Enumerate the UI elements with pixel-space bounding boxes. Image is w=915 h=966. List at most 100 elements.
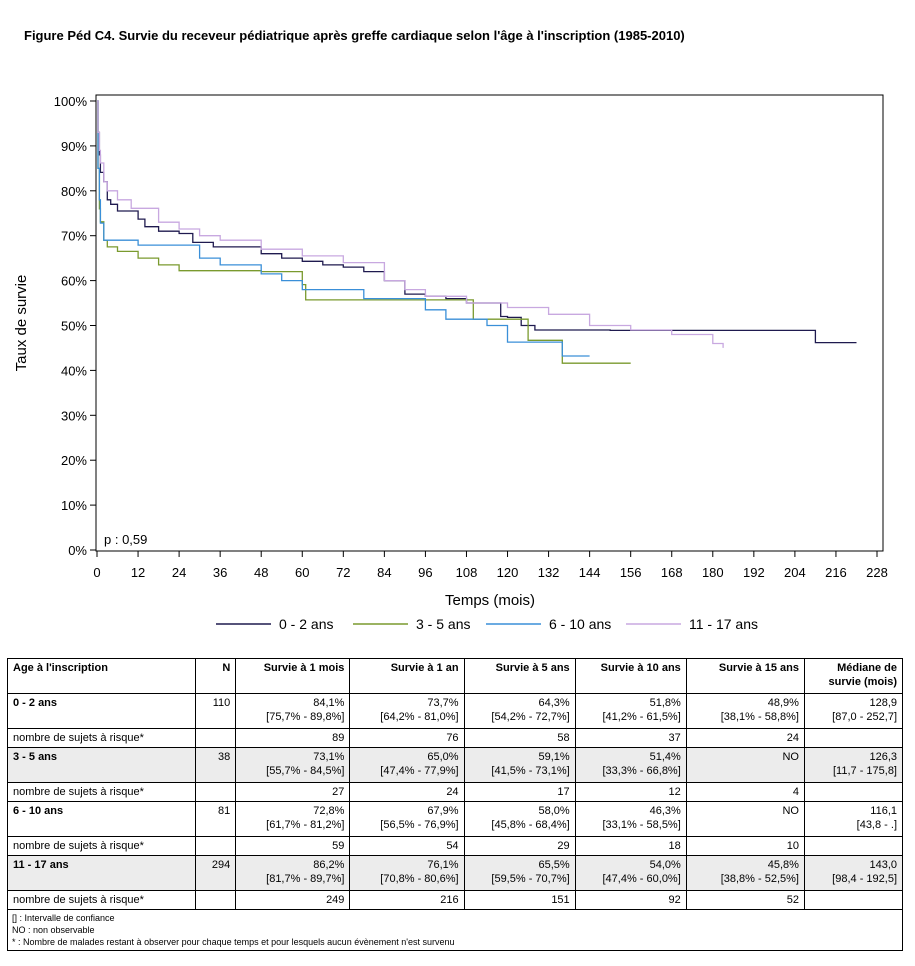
table-row: 0 - 2 ans 110 84,1% [75,7% - 89,8%] 73,7% [64… <box>7 693 904 729</box>
y-tick-label: 70% <box>61 229 87 244</box>
confidence-interval: [59,5% - 70,7%] <box>491 873 570 885</box>
x-tick-label: 12 <box>131 565 145 580</box>
estimate-value: 86,2% <box>313 859 345 871</box>
risk-row: nombre de sujets à risque* 59 54 29 18 10 <box>7 836 904 856</box>
confidence-interval: [47,4% - 77,9%] <box>380 765 459 777</box>
x-axis: 0 12 24 36 48 60 72 84 96 108 120 132 144 156 168 180 19… <box>93 551 888 580</box>
estimate-value: 64,3% <box>538 697 570 709</box>
estimate-value: 65,5% <box>538 859 570 871</box>
survival-cell: 59,1% [41,5% - 73,1%] <box>463 747 576 783</box>
risk-count: 76 <box>349 728 465 748</box>
confidence-interval: [75,7% - 89,8%] <box>266 711 345 723</box>
legend-label: 11 - 17 ans <box>689 616 758 632</box>
x-tick-label: 0 <box>93 565 100 580</box>
series-line-1 <box>97 100 857 344</box>
notes-row: [] : Intervalle de confiance NO : non obs… <box>7 909 903 951</box>
survival-table: Age à l'inscription N Survie à 1 mois Survi… <box>7 658 904 951</box>
y-tick-label: 90% <box>61 139 87 154</box>
risk-count: 92 <box>574 890 687 910</box>
y-tick-label: 10% <box>61 498 87 513</box>
legend: 0 - 2 ans 3 - 5 ans 6 - 10 ans 11 - 17 ans <box>216 616 758 632</box>
estimate-value: 73,7% <box>427 697 459 709</box>
y-tick-label: 0% <box>68 543 87 558</box>
risk-label: nombre de sujets à risque* <box>7 890 196 910</box>
risk-count: 52 <box>685 890 805 910</box>
risk-count: 89 <box>235 728 351 748</box>
n-cell: 38 <box>194 747 237 783</box>
x-axis-label: Temps (mois) <box>445 592 535 609</box>
risk-label: nombre de sujets à risque* <box>7 728 196 748</box>
confidence-interval: [41,5% - 73,1%] <box>491 765 570 777</box>
estimate-value: 84,1% <box>313 697 345 709</box>
empty-cell <box>194 836 237 856</box>
confidence-interval: [43,8 - .] <box>856 819 897 831</box>
y-tick-label: 100% <box>54 94 88 109</box>
risk-count: 12 <box>574 782 687 802</box>
confidence-interval: [33,1% - 58,5%] <box>602 819 681 831</box>
empty-cell <box>194 890 237 910</box>
table-row: 11 - 17 ans 294 86,2% [81,7% - 89,7%] 76,1% [… <box>7 855 904 891</box>
empty-cell <box>194 782 237 802</box>
n-cell: 81 <box>194 801 237 837</box>
risk-count: 17 <box>463 782 576 802</box>
risk-label: nombre de sujets à risque* <box>7 836 196 856</box>
estimate-value: 59,1% <box>538 751 570 763</box>
estimate-value: 126,3 <box>869 751 897 763</box>
legend-label: 0 - 2 ans <box>279 616 333 632</box>
risk-row: nombre de sujets à risque* 89 76 58 37 24 <box>7 728 904 748</box>
confidence-interval: [47,4% - 60,0%] <box>602 873 681 885</box>
series-line-4 <box>97 100 724 348</box>
risk-count: 18 <box>574 836 687 856</box>
survival-cell: NO <box>685 801 805 837</box>
age-group-label: 6 - 10 ans <box>7 801 196 837</box>
y-axis-label: Taux de survie <box>13 275 30 372</box>
risk-count: 59 <box>235 836 351 856</box>
plot-frame <box>95 94 884 552</box>
n-cell: 294 <box>194 855 237 891</box>
x-tick-label: 96 <box>418 565 432 580</box>
survival-cell: 76,1% [70,8% - 80,6%] <box>349 855 465 891</box>
survival-cell: 73,7% [64,2% - 81,0%] <box>349 693 465 729</box>
risk-count: 4 <box>685 782 805 802</box>
survival-cell: 72,8% [61,7% - 81,2%] <box>235 801 351 837</box>
table-header-cell: Survie à 1 mois <box>235 658 351 694</box>
risk-count <box>803 836 904 856</box>
legend-item: 11 - 17 ans <box>626 616 758 632</box>
series-line-2 <box>97 100 631 364</box>
risk-count: 249 <box>235 890 351 910</box>
risk-count: 27 <box>235 782 351 802</box>
x-tick-label: 36 <box>213 565 227 580</box>
estimate-value: 72,8% <box>313 805 345 817</box>
survival-cell: 128,9 [87,0 - 252,7] <box>803 693 904 729</box>
x-tick-label: 216 <box>825 565 847 580</box>
p-value-annotation: p : 0,59 <box>104 532 147 547</box>
estimate-value: 73,1% <box>313 751 345 763</box>
x-tick-label: 48 <box>254 565 268 580</box>
table-header-cell: Survie à 15 ans <box>685 658 805 694</box>
survival-cell: 48,9% [38,1% - 58,8%] <box>685 693 805 729</box>
survival-cell: 45,8% [38,8% - 52,5%] <box>685 855 805 891</box>
survival-cell: 116,1 [43,8 - .] <box>803 801 904 837</box>
survival-chart: 0% 10% 20% 30% 40% 50% 60% 70% 80% 90% 100% 0 12 24 3… <box>13 94 888 632</box>
confidence-interval: [87,0 - 252,7] <box>832 711 897 723</box>
estimate-value: 143,0 <box>869 859 897 871</box>
x-tick-label: 180 <box>702 565 724 580</box>
note-line: * : Nombre de malades restant à observer… <box>12 937 455 947</box>
risk-row: nombre de sujets à risque* 27 24 17 12 4 <box>7 782 904 802</box>
risk-count: 58 <box>463 728 576 748</box>
x-tick-label: 168 <box>661 565 683 580</box>
x-tick-label: 156 <box>620 565 642 580</box>
age-group-label: 0 - 2 ans <box>7 693 196 729</box>
estimate-value: NO <box>782 751 799 763</box>
risk-count: 24 <box>685 728 805 748</box>
table-header-cell: Médiane de survie (mois) <box>803 658 904 694</box>
confidence-interval: [64,2% - 81,0%] <box>380 711 459 723</box>
survival-cell: NO <box>685 747 805 783</box>
note-line: NO : non observable <box>12 925 95 935</box>
confidence-interval: [54,2% - 72,7%] <box>491 711 570 723</box>
y-tick-label: 30% <box>61 408 87 423</box>
estimate-value: 67,9% <box>427 805 459 817</box>
x-tick-label: 228 <box>866 565 888 580</box>
note-line: [] : Intervalle de confiance <box>12 913 115 923</box>
confidence-interval: [98,4 - 192,5] <box>832 873 897 885</box>
